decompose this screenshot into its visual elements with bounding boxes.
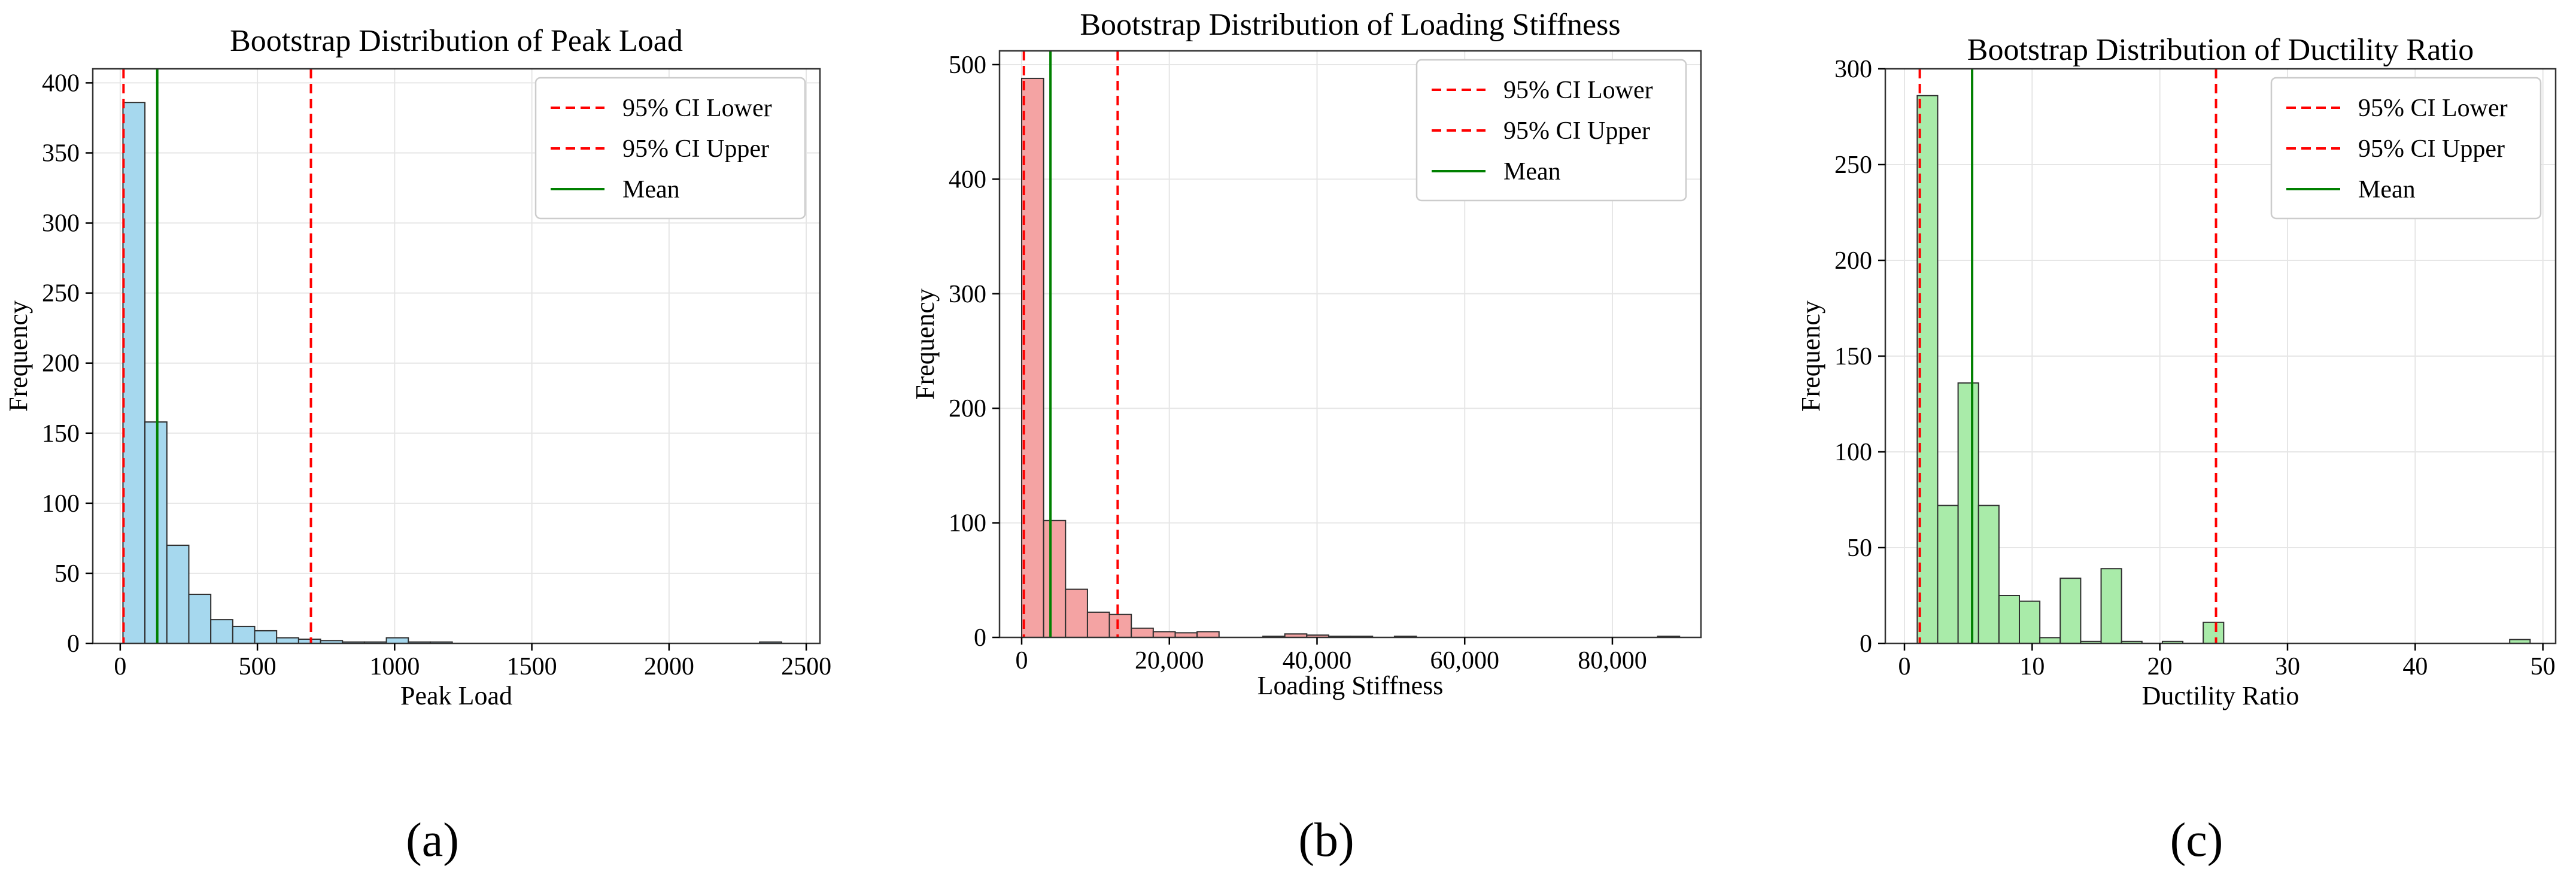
legend-box xyxy=(534,77,806,220)
x-tick-label: 80,000 xyxy=(1578,647,1647,675)
x-tick-label: 10 xyxy=(2019,653,2045,680)
histogram-bar xyxy=(385,637,409,645)
y-tick-label: 50 xyxy=(54,560,80,588)
x-tick-label: 1500 xyxy=(507,653,557,680)
legend-entry: 95% CI Lower xyxy=(1503,77,1653,104)
legend-entry: 95% CI Upper xyxy=(2358,135,2505,163)
y-tick-label: 100 xyxy=(1834,439,1872,466)
histogram-bar xyxy=(210,619,233,644)
legend-box xyxy=(1415,59,1687,202)
y-tick-label: 400 xyxy=(949,166,986,193)
histogram-bar xyxy=(2039,637,2061,645)
x-axis-label: Ductility Ratio xyxy=(2142,681,2299,710)
histogram-bar xyxy=(1108,613,1132,638)
histogram-bar xyxy=(276,637,299,645)
y-tick-label: 300 xyxy=(949,281,986,308)
x-tick-label: 1000 xyxy=(369,653,420,680)
legend-entry: Mean xyxy=(1503,158,1561,186)
y-tick-label: 100 xyxy=(949,510,986,537)
histogram-bar xyxy=(1021,77,1044,638)
y-tick-label: 0 xyxy=(67,630,80,658)
y-tick-label: 400 xyxy=(42,69,80,97)
legend-box xyxy=(2270,77,2542,220)
legend: 95% CI Lower 95% CI Upper Mean xyxy=(1415,59,1687,202)
legend-entry: 95% CI Lower xyxy=(2358,95,2508,122)
panel-label: (c) xyxy=(2170,814,2223,867)
x-tick-label: 50 xyxy=(2531,653,2556,680)
chart-panel-3: 0 10 20 30 40 50 0 50 100 150 200 250 300 Bootstrap D… xyxy=(1796,33,2557,867)
chart-panel-2: 0 20,000 40,000 60,000 80,000 0 100 200 300 400 50… xyxy=(910,8,1702,867)
y-axis-label: Frequency xyxy=(910,288,940,400)
y-tick-label: 200 xyxy=(42,350,80,378)
histogram-bar xyxy=(1131,627,1154,638)
x-tick-label: 500 xyxy=(239,653,277,680)
x-tick-label: 60,000 xyxy=(1430,647,1499,675)
legend: 95% CI Lower 95% CI Upper Mean xyxy=(534,77,806,220)
plot-frame xyxy=(998,50,1702,639)
x-tick-label: 0 xyxy=(1898,653,1911,680)
x-tick-label: 2500 xyxy=(781,653,831,680)
histogram-bar xyxy=(254,630,278,645)
x-tick-label: 30 xyxy=(2275,653,2300,680)
y-tick-label: 150 xyxy=(42,420,80,448)
y-tick-label: 100 xyxy=(42,490,80,518)
y-tick-label: 350 xyxy=(42,139,80,167)
x-tick-label: 20,000 xyxy=(1135,647,1204,675)
x-tick-label: 40,000 xyxy=(1283,647,1352,675)
legend-entry: Mean xyxy=(622,176,680,203)
histogram-bar xyxy=(2203,621,2225,645)
x-tick-label: 40 xyxy=(2402,653,2428,680)
y-tick-label: 0 xyxy=(1860,630,1872,658)
y-tick-label: 200 xyxy=(1834,247,1872,275)
y-tick-label: 300 xyxy=(1834,56,1872,83)
y-tick-label: 500 xyxy=(949,51,986,79)
y-tick-label: 300 xyxy=(42,210,80,238)
x-tick-label: 0 xyxy=(1016,647,1028,675)
legend-entry: Mean xyxy=(2358,176,2416,203)
chart-title: Bootstrap Distribution of Ductility Rati… xyxy=(1967,33,2474,67)
y-axis-label: Frequency xyxy=(1796,300,1825,412)
histogram-bar xyxy=(1196,631,1220,638)
y-tick-label: 150 xyxy=(1834,343,1872,370)
legend-entry: 95% CI Lower xyxy=(622,95,772,122)
histogram-bar xyxy=(1065,588,1088,638)
x-axis-label: Peak Load xyxy=(400,681,512,710)
histogram-bar xyxy=(2019,600,2041,644)
legend-entry: 95% CI Upper xyxy=(622,135,769,163)
histogram-bar xyxy=(232,625,256,645)
histogram-bar xyxy=(1998,595,2021,644)
histogram-bar xyxy=(1937,505,1959,644)
chart-title: Bootstrap Distribution of Peak Load xyxy=(230,24,683,58)
x-tick-label: 2000 xyxy=(644,653,694,680)
histogram-bar xyxy=(2100,568,2122,645)
legend: 95% CI Lower 95% CI Upper Mean xyxy=(2270,77,2542,220)
panel-label: (a) xyxy=(406,814,459,867)
plot-frame xyxy=(92,68,821,645)
chart-panel-1: 0 500 1000 1500 2000 2500 0 50 100 150 200 250 300 35… xyxy=(4,24,831,867)
histogram-bar xyxy=(188,594,212,644)
y-tick-label: 50 xyxy=(1847,534,1872,562)
y-tick-label: 250 xyxy=(42,280,80,308)
histogram-bar xyxy=(144,421,168,644)
histogram-bar xyxy=(1957,382,1979,644)
chart-title: Bootstrap Distribution of Loading Stiffn… xyxy=(1080,8,1620,42)
y-tick-label: 200 xyxy=(949,395,986,423)
legend-entry: 95% CI Upper xyxy=(1503,117,1650,145)
x-axis-label: Loading Stiffness xyxy=(1257,671,1444,700)
histogram-bar xyxy=(1086,611,1110,638)
x-tick-label: 20 xyxy=(2147,653,2173,680)
y-tick-label: 0 xyxy=(974,624,986,652)
histogram-bar xyxy=(1043,519,1067,638)
histogram-bar xyxy=(1977,505,2000,644)
histogram-bar xyxy=(166,545,190,644)
y-axis-label: Frequency xyxy=(4,300,33,412)
histogram-bar xyxy=(1152,631,1176,638)
histogram-bar xyxy=(2059,578,2082,645)
panel-label: (b) xyxy=(1298,814,1354,867)
x-tick-label: 0 xyxy=(114,653,126,680)
histogram-bar xyxy=(122,102,146,644)
y-tick-label: 250 xyxy=(1834,151,1872,179)
